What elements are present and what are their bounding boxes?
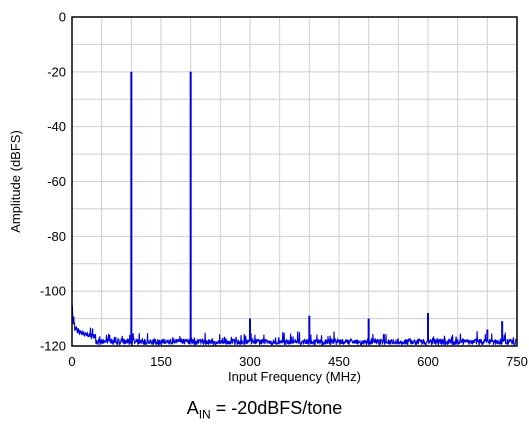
y-tick-labels: 0 -20 -40 -60 -80 -100 -120: [40, 10, 66, 354]
caption-prefix: A: [186, 398, 199, 418]
plot-frame: [71, 16, 518, 347]
x-tick-label: 450: [328, 354, 350, 369]
y-tick-label: -100: [40, 284, 66, 299]
spectrum-trace: [71, 71, 518, 347]
caption-subscript: IN: [198, 407, 211, 422]
x-tick-label: 0: [68, 354, 75, 369]
noise-floor-line: [71, 71, 518, 347]
grid-lines: [71, 16, 518, 347]
chart-caption: AIN = -20dBFS/tone: [0, 398, 529, 422]
x-tick-label: 150: [150, 354, 172, 369]
y-tick-label: -20: [47, 64, 66, 79]
x-tick-label: 600: [417, 354, 439, 369]
y-tick-label: -120: [40, 339, 66, 354]
spectrum-chart: 0 -20 -40 -60 -80 -100 -120 0 150 300 450 600 750 I…: [8, 10, 528, 385]
y-tick-label: -40: [47, 119, 66, 134]
x-tick-labels: 0 150 300 450 600 750: [68, 354, 527, 369]
x-axis-label: Input Frequency (MHz): [228, 369, 361, 384]
x-tick-label: 750: [506, 354, 528, 369]
caption-suffix: = -20dBFS/tone: [210, 398, 343, 418]
y-tick-label: 0: [59, 10, 66, 25]
y-tick-label: -80: [47, 229, 66, 244]
y-axis-label: Amplitude (dBFS): [8, 130, 23, 233]
x-tick-label: 300: [239, 354, 261, 369]
y-tick-label: -60: [47, 174, 66, 189]
